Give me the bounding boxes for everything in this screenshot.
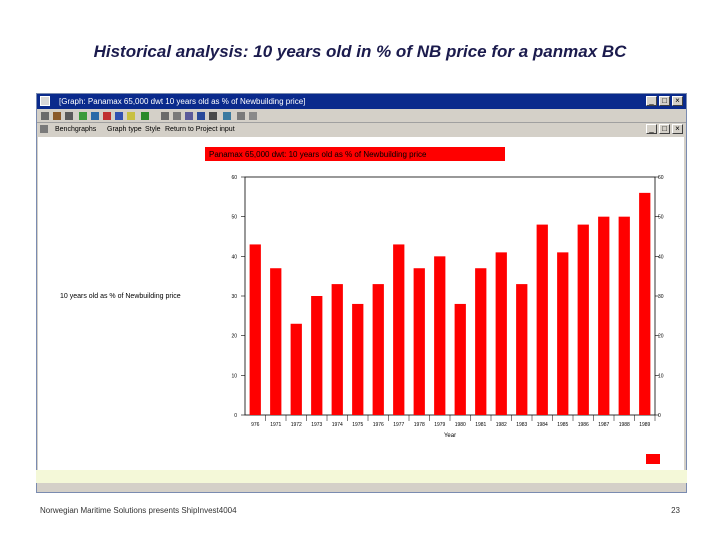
line-icon[interactable]	[161, 112, 169, 120]
grid-icon[interactable]	[237, 112, 245, 120]
footer-text: Norwegian Maritime Solutions presents Sh…	[40, 506, 237, 515]
legend-icon[interactable]	[223, 112, 231, 120]
table-icon[interactable]	[127, 112, 135, 120]
check-icon[interactable]	[249, 112, 257, 120]
export-icon[interactable]	[79, 112, 87, 120]
bar	[598, 216, 610, 415]
column-icon[interactable]	[197, 112, 205, 120]
child-close-button[interactable]: ×	[672, 124, 683, 134]
y-tick-label-right: 60	[658, 175, 664, 181]
menu-style[interactable]: Style	[145, 126, 161, 133]
bar	[536, 224, 548, 415]
bar	[270, 268, 282, 415]
menubar: Benchgraphs Graph type Style Return to P…	[37, 123, 686, 136]
area-icon[interactable]	[173, 112, 181, 120]
x-tick-label: 1972	[291, 422, 302, 428]
minimize-button[interactable]: _	[646, 96, 657, 106]
x-tick-label: 1984	[537, 422, 548, 428]
x-tick-label: 976	[251, 422, 260, 428]
bar	[434, 256, 446, 415]
pie-icon[interactable]	[209, 112, 217, 120]
copy-icon[interactable]	[91, 112, 99, 120]
x-tick-label: 1986	[578, 422, 589, 428]
x-tick-label: 1983	[516, 422, 527, 428]
bar	[516, 284, 528, 415]
y-tick-label-left: 0	[234, 413, 237, 419]
y-tick-label-right: 10	[658, 373, 664, 379]
save-icon[interactable]	[53, 112, 61, 120]
bar	[290, 323, 302, 415]
slide-title: Historical analysis: 10 years old in % o…	[93, 42, 627, 61]
bar	[331, 284, 343, 415]
window-title: [Graph: Panamax 65,000 dwt 10 years old …	[59, 97, 306, 106]
bar-chart-icon[interactable]	[115, 112, 123, 120]
y-tick-label-left: 30	[231, 294, 237, 300]
bar	[249, 244, 261, 415]
bar	[372, 284, 384, 415]
y-tick-label-right: 0	[658, 413, 661, 419]
legend-swatch	[646, 454, 660, 464]
window-titlebar: [Graph: Panamax 65,000 dwt 10 years old …	[37, 94, 686, 109]
bar	[577, 224, 589, 415]
x-tick-label: 1988	[619, 422, 630, 428]
y-tick-label-left: 10	[231, 373, 237, 379]
plot-frame	[244, 176, 656, 416]
green-chart-icon[interactable]	[141, 112, 149, 120]
close-button[interactable]: ×	[672, 96, 683, 106]
bar	[311, 296, 323, 415]
x-tick-label: 1989	[639, 422, 650, 428]
scatter-icon[interactable]	[185, 112, 193, 120]
toolbar	[37, 109, 686, 123]
y-tick-label-right: 50	[658, 215, 664, 221]
y-tick-label-right: 40	[658, 254, 664, 260]
x-tick-label: 1982	[496, 422, 507, 428]
chart-title-box	[205, 147, 505, 161]
bar	[557, 252, 569, 415]
bar	[393, 244, 405, 415]
x-tick-label: 1980	[455, 422, 466, 428]
child-minimize-button[interactable]: _	[646, 124, 657, 134]
app-icon	[40, 96, 50, 106]
delete-icon[interactable]	[103, 112, 111, 120]
y-tick-label-left: 50	[231, 215, 237, 221]
y-tick-label-left: 40	[231, 254, 237, 260]
bar	[352, 303, 364, 415]
bar	[475, 268, 487, 415]
menu-graph-type[interactable]: Graph type	[107, 126, 142, 133]
child-maximize-button[interactable]: □	[659, 124, 670, 134]
menu-return-to-project-input[interactable]: Return to Project input	[165, 126, 235, 133]
open-icon[interactable]	[41, 112, 49, 120]
x-tick-label: 1981	[475, 422, 486, 428]
y-tick-label-right: 30	[658, 294, 664, 300]
y-tick-label-right: 20	[658, 334, 664, 340]
x-tick-label: 1974	[332, 422, 343, 428]
x-tick-label: 1979	[434, 422, 445, 428]
x-tick-label: 1987	[598, 422, 609, 428]
x-tick-label: 1973	[311, 422, 322, 428]
chart-title: Panamax 65,000 dwt: 10 years old as % of…	[209, 150, 427, 159]
print-icon[interactable]	[65, 112, 73, 120]
menu-benchgraphs[interactable]: Benchgraphs	[55, 126, 97, 133]
x-tick-label: 1971	[270, 422, 281, 428]
y-axis-label: 10 years old as % of Newbuilding price	[60, 293, 181, 300]
x-tick-label: 1985	[557, 422, 568, 428]
x-axis-label: Year	[444, 433, 456, 439]
bar	[454, 303, 466, 415]
bar	[495, 252, 507, 415]
x-tick-label: 1977	[393, 422, 404, 428]
page-number: 23	[671, 506, 680, 515]
bar	[413, 268, 425, 415]
x-tick-label: 1975	[352, 422, 363, 428]
maximize-button[interactable]: □	[659, 96, 670, 106]
y-tick-label-left: 60	[231, 175, 237, 181]
status-strip	[36, 470, 687, 483]
bar	[639, 192, 651, 415]
bar	[618, 216, 630, 415]
x-tick-label: 1978	[414, 422, 425, 428]
menu-doc-icon	[40, 125, 48, 133]
x-tick-label: 1976	[373, 422, 384, 428]
y-tick-label-left: 20	[231, 334, 237, 340]
